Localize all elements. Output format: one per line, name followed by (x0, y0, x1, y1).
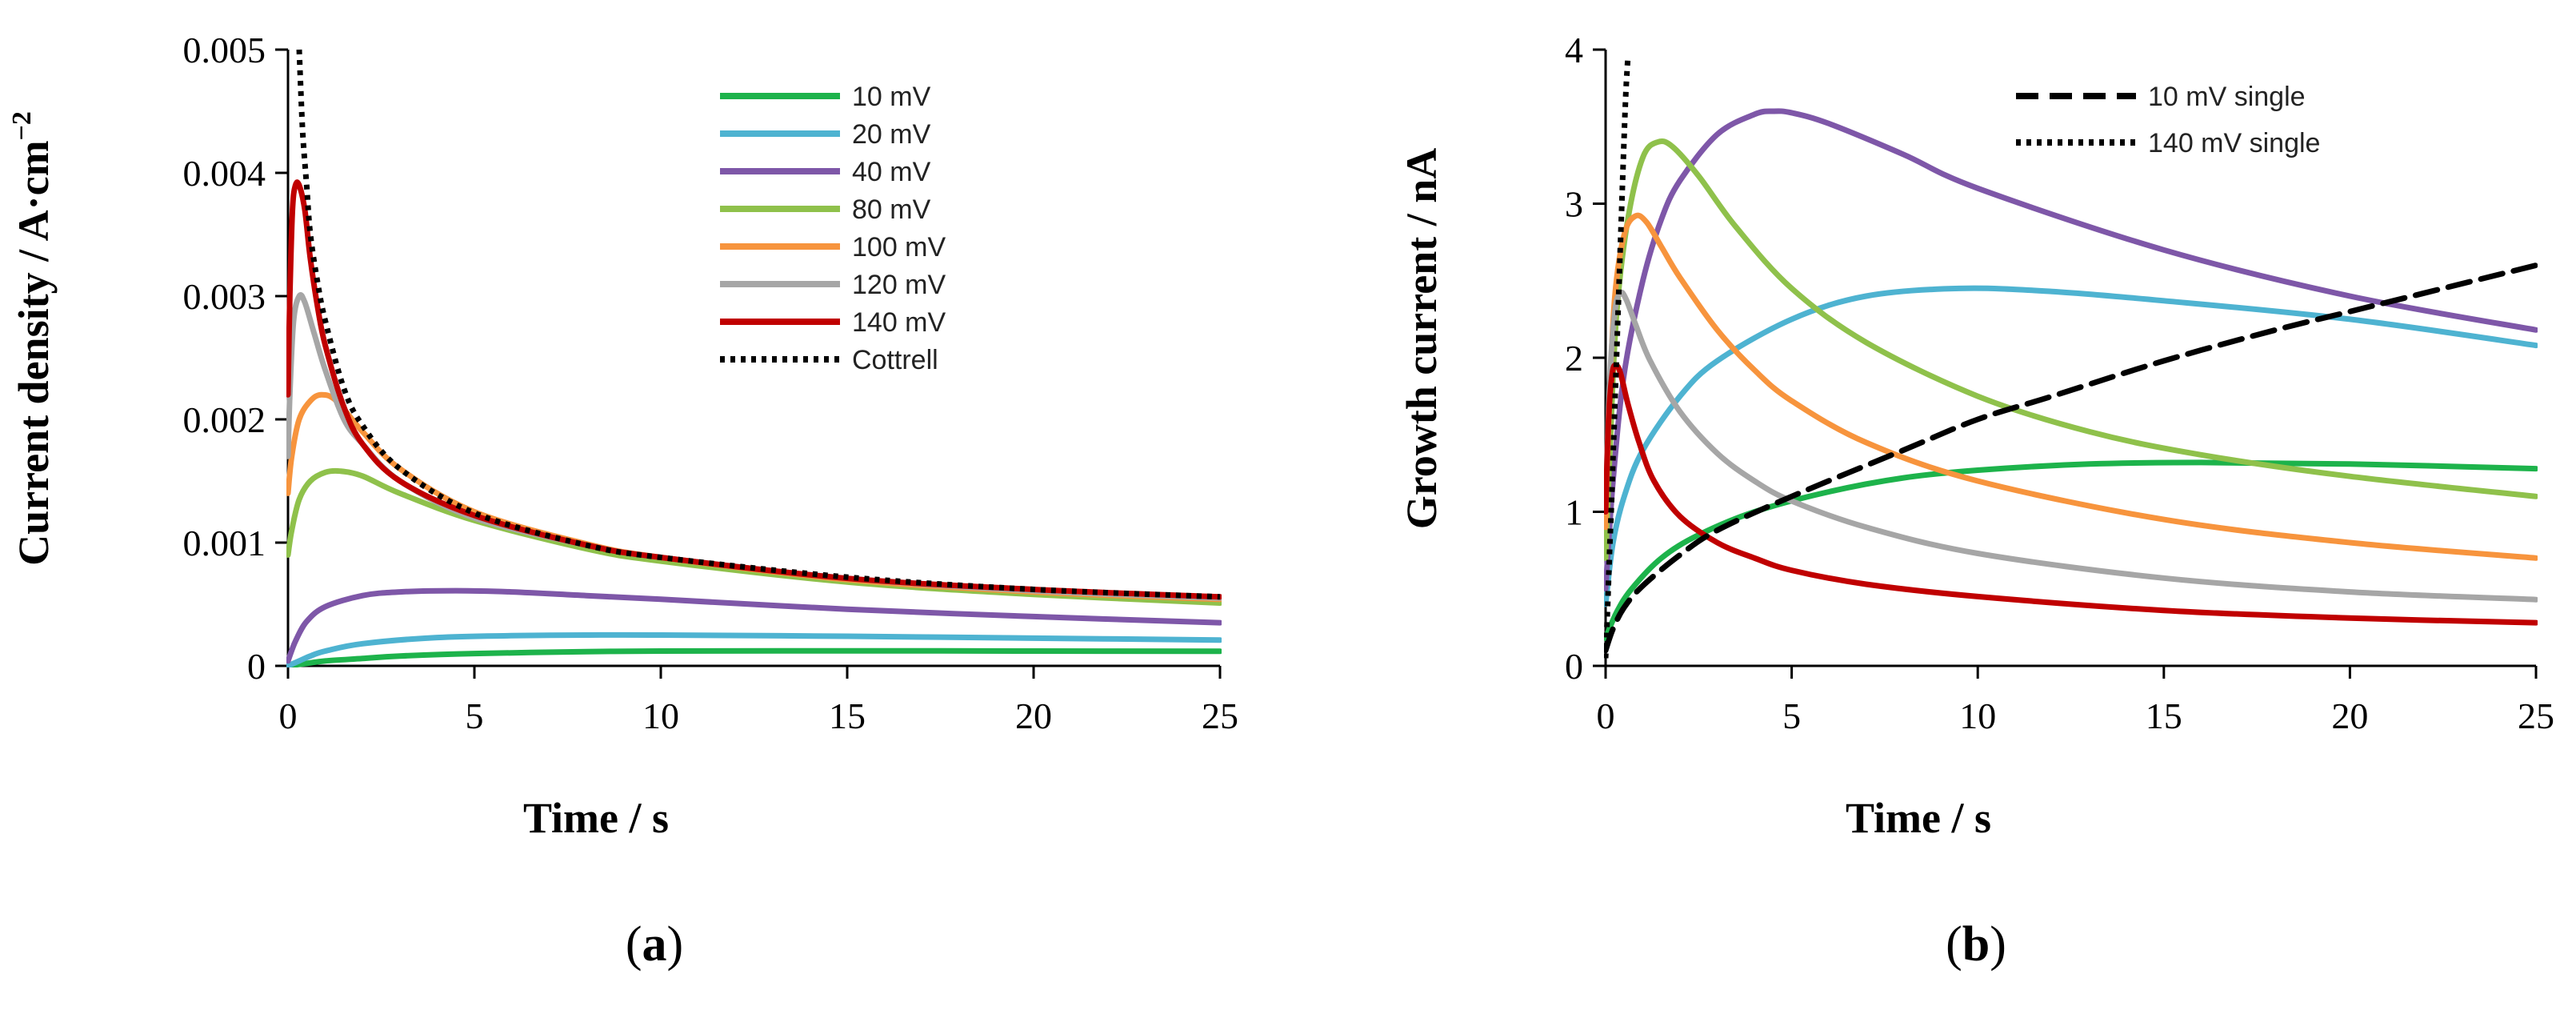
y-tick-label: 0.005 (183, 30, 266, 70)
panel-b-xlabel: Time / s (1846, 794, 1991, 842)
panel-b-ylabel: Growth current / nA (1398, 148, 1446, 529)
panel-b-series (1604, 57, 2538, 659)
panel-a-ylabel-sup: −2 (7, 111, 37, 140)
x-tick-label: 5 (1782, 695, 1801, 736)
series-10-mv-line (286, 647, 1222, 667)
panel-b-label: (b) (1946, 917, 2006, 972)
legend-label-10-mv: 10 mV (852, 82, 931, 112)
x-tick-label: 25 (2518, 695, 2554, 736)
x-tick-label: 10 (1959, 695, 1996, 736)
x-tick-label: 5 (466, 695, 484, 736)
series-10-mv-single-line (1604, 263, 2538, 654)
series-cottrell-line (296, 49, 1221, 600)
panel-a-label: (a) (626, 917, 683, 972)
series-120-mv-line (1604, 289, 2538, 603)
legend-label-140-mv: 140 mV (852, 307, 946, 338)
x-tick-label: 0 (1597, 695, 1615, 736)
x-tick-label: 20 (1015, 695, 1052, 736)
y-tick-label: 1 (1565, 492, 1583, 533)
legend-label-20-mv: 20 mV (852, 119, 931, 150)
series-10-mv-line (1604, 459, 2538, 641)
panel-a-xlabel: Time / s (523, 794, 669, 842)
legend-label-100-mv: 100 mV (852, 232, 946, 263)
y-tick-label: 3 (1565, 184, 1583, 225)
panel-a-ylabel-text: Current density / A·cm (10, 140, 58, 566)
y-tick-label: 4 (1565, 30, 1583, 70)
panel-b-legend: 10 mV single 140 mV single (2016, 82, 2320, 158)
panel-a-legend: 10 mV 20 mV 40 mV 80 mV 100 mV 120 mV 140 mV Co… (720, 82, 946, 375)
y-tick-label: 0 (1565, 646, 1583, 687)
x-tick-label: 20 (2331, 695, 2368, 736)
series-100-mv-line (1604, 212, 2538, 561)
y-tick-label: 0.004 (183, 153, 266, 194)
y-tick-label: 0.002 (183, 399, 266, 440)
y-tick-label: 0.001 (183, 523, 266, 563)
legend-label-80-mv: 80 mV (852, 194, 931, 225)
x-tick-label: 15 (829, 695, 866, 736)
panel-a-ylabel: Current density / A·cm−2 (7, 111, 58, 566)
panel-b-label-letter: b (1962, 917, 1990, 972)
series-40-mv-line (286, 587, 1222, 664)
legend-label-120-mv: 120 mV (852, 270, 946, 300)
panel-a-series (286, 49, 1222, 667)
x-tick-label: 25 (1202, 695, 1238, 736)
legend-label-10-mv-single: 10 mV single (2148, 82, 2306, 112)
y-tick-label: 2 (1565, 338, 1583, 379)
series-40-mv-line (1604, 108, 2538, 592)
x-tick-label: 10 (642, 695, 679, 736)
panel-a-axes: 0 5 10 15 20 25 0 0.001 0.002 0.003 0.004 0.005 (183, 30, 1239, 736)
legend-label-40-mv: 40 mV (852, 157, 931, 187)
y-tick-label: 0 (247, 646, 266, 687)
x-tick-label: 15 (2146, 695, 2182, 736)
x-tick-label: 0 (279, 695, 298, 736)
panel-a-label-letter: a (642, 917, 667, 972)
legend-label-140-mv-single: 140 mV single (2148, 128, 2320, 158)
panel-b-axes: 0 5 10 15 20 25 0 1 2 3 4 (1565, 30, 2554, 736)
legend-label-cottrell: Cottrell (852, 345, 938, 375)
y-tick-label: 0.003 (183, 276, 266, 317)
panel-b: 0 5 10 15 20 25 0 1 2 3 4 10 mV single 140 mV singl… (1398, 30, 2554, 972)
series-140-mv-single-line (1604, 57, 1631, 659)
series-20-mv-line (286, 631, 1222, 667)
series-120-mv-line (286, 291, 1222, 601)
series-80-mv-line (1604, 138, 2538, 561)
panel-a: 0 5 10 15 20 25 0 0.001 0.002 0.003 0.004 0.005 10 … (7, 30, 1238, 972)
series-20-mv-line (1604, 285, 2538, 607)
series-140-mv-line (1604, 363, 2538, 626)
